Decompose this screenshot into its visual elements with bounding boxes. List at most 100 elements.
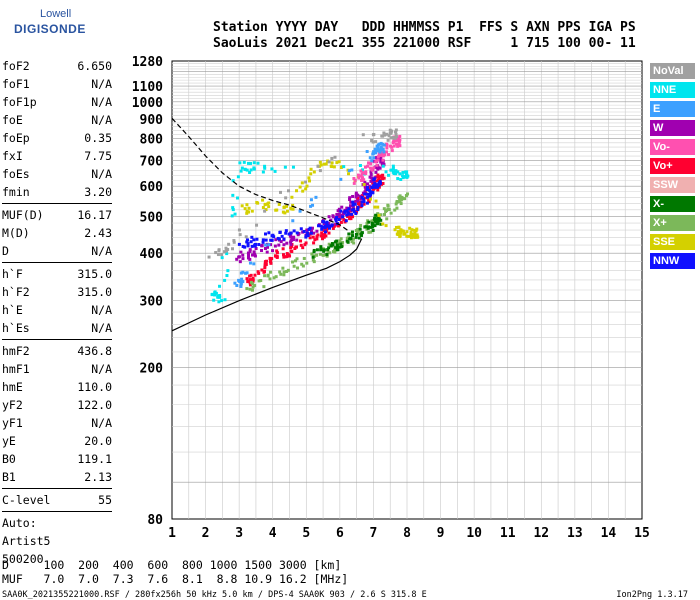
echo-point-nnw bbox=[317, 224, 321, 228]
echo-point-e bbox=[381, 147, 385, 151]
echo-point-sse bbox=[405, 234, 409, 238]
legend-item-vominus: Vo- bbox=[650, 139, 695, 155]
echo-point-voplus bbox=[342, 217, 346, 221]
param-value: 122.0 bbox=[77, 398, 112, 412]
param-key: fxI bbox=[2, 149, 23, 163]
echo-point-voplus bbox=[311, 235, 315, 239]
echo-point-vominus bbox=[372, 166, 376, 170]
echo-point-nne bbox=[381, 164, 385, 168]
echo-point-noval bbox=[263, 209, 267, 213]
echo-point-nnw bbox=[282, 237, 286, 241]
echo-point-sse bbox=[247, 206, 251, 210]
echo-point-xplus bbox=[266, 273, 270, 277]
echo-point-w bbox=[334, 222, 338, 226]
echo-point-nne bbox=[386, 173, 390, 177]
echo-point-noval bbox=[391, 136, 395, 140]
x-tick-label: 8 bbox=[403, 526, 411, 541]
echo-point-noval bbox=[207, 255, 211, 259]
echo-point-w bbox=[348, 196, 352, 200]
param-row-hes: h`Es N/A bbox=[2, 319, 112, 337]
echo-point-nnw bbox=[360, 204, 364, 208]
echo-point-sse bbox=[245, 211, 249, 215]
echo-point-voplus bbox=[322, 234, 326, 238]
param-key: B0 bbox=[2, 452, 16, 466]
echo-point-xplus bbox=[292, 264, 296, 268]
echo-point-xplus bbox=[376, 212, 380, 216]
param-value: N/A bbox=[91, 321, 112, 335]
echo-point-xminus bbox=[371, 222, 375, 226]
echo-point-noval bbox=[386, 138, 390, 142]
echo-point-nne bbox=[216, 294, 220, 298]
param-value: 2.43 bbox=[84, 226, 112, 240]
param-value: N/A bbox=[91, 95, 112, 109]
param-separator bbox=[2, 262, 112, 263]
echo-point-w bbox=[285, 241, 289, 245]
x-tick-label: 13 bbox=[567, 526, 583, 541]
y-tick-label: 900 bbox=[140, 113, 164, 128]
echo-point-sse bbox=[245, 203, 249, 207]
density-profile-curve bbox=[171, 238, 363, 332]
echo-point-nnw bbox=[302, 230, 306, 234]
echo-point-w bbox=[372, 159, 376, 163]
legend-item-noval: NoVal bbox=[650, 63, 695, 79]
echo-point-nne bbox=[238, 161, 242, 165]
param-key: yF2 bbox=[2, 398, 23, 412]
echo-point-nne bbox=[231, 193, 235, 197]
echo-point-nnw bbox=[335, 216, 339, 220]
echo-point-w bbox=[297, 232, 301, 236]
echo-point-sse bbox=[304, 187, 308, 191]
echo-point-w bbox=[363, 190, 367, 194]
echo-point-vominus bbox=[377, 152, 381, 156]
echo-point-sse bbox=[319, 163, 323, 167]
echo-point-w bbox=[271, 249, 275, 253]
legend-item-e: E bbox=[650, 101, 695, 117]
echo-point-nnw bbox=[373, 182, 377, 186]
echo-point-noval bbox=[370, 139, 374, 143]
echo-point-sse bbox=[324, 162, 328, 166]
param-separator bbox=[2, 511, 112, 512]
echo-point-xplus bbox=[393, 208, 397, 212]
legend-item-ssw: SSW bbox=[650, 177, 695, 193]
echo-point-sse bbox=[243, 207, 247, 211]
echo-point-nne bbox=[405, 170, 409, 174]
echo-point-nne bbox=[398, 172, 402, 176]
echo-point-xplus bbox=[305, 261, 309, 265]
echo-point-sse bbox=[261, 206, 265, 210]
echo-point-xplus bbox=[387, 208, 391, 212]
echo-point-w bbox=[369, 179, 373, 183]
echo-point-sse bbox=[281, 210, 285, 214]
echo-point-xplus bbox=[356, 231, 360, 235]
echo-point-noval bbox=[227, 242, 231, 246]
echo-point-nne bbox=[213, 293, 217, 297]
echo-point-xplus bbox=[406, 192, 410, 196]
echo-point-sse bbox=[285, 204, 289, 208]
echo-point-sse bbox=[309, 172, 313, 176]
echo-point-nne bbox=[245, 168, 249, 172]
echo-point-w bbox=[315, 229, 319, 233]
echo-point-xminus bbox=[373, 224, 377, 228]
echo-point-nne bbox=[226, 269, 230, 273]
echo-point-nnw bbox=[327, 224, 331, 228]
echo-point-voplus bbox=[349, 217, 353, 221]
y-tick-label: 400 bbox=[140, 247, 164, 262]
echo-point-sse bbox=[285, 209, 289, 213]
param-value: 0.35 bbox=[84, 131, 112, 145]
echo-point-e bbox=[240, 277, 244, 281]
echo-point-nnw bbox=[326, 224, 330, 228]
echo-point-nnw bbox=[250, 244, 254, 248]
echo-point-nnw bbox=[366, 195, 370, 199]
echo-point-voplus bbox=[268, 260, 272, 264]
echo-point-e bbox=[235, 284, 239, 288]
echo-point-w bbox=[292, 235, 296, 239]
echo-point-xplus bbox=[259, 278, 263, 282]
echo-point-nnw bbox=[337, 218, 341, 222]
echo-point-nnw bbox=[321, 225, 325, 229]
echo-point-sse bbox=[395, 232, 399, 236]
echo-point-e bbox=[347, 169, 351, 173]
echo-point-w bbox=[351, 194, 355, 198]
x-tick-label: 6 bbox=[336, 526, 344, 541]
echo-point-sse bbox=[290, 195, 294, 199]
echo-point-nne bbox=[220, 256, 224, 260]
echo-point-sse bbox=[291, 207, 295, 211]
echo-point-nnw bbox=[289, 231, 293, 235]
